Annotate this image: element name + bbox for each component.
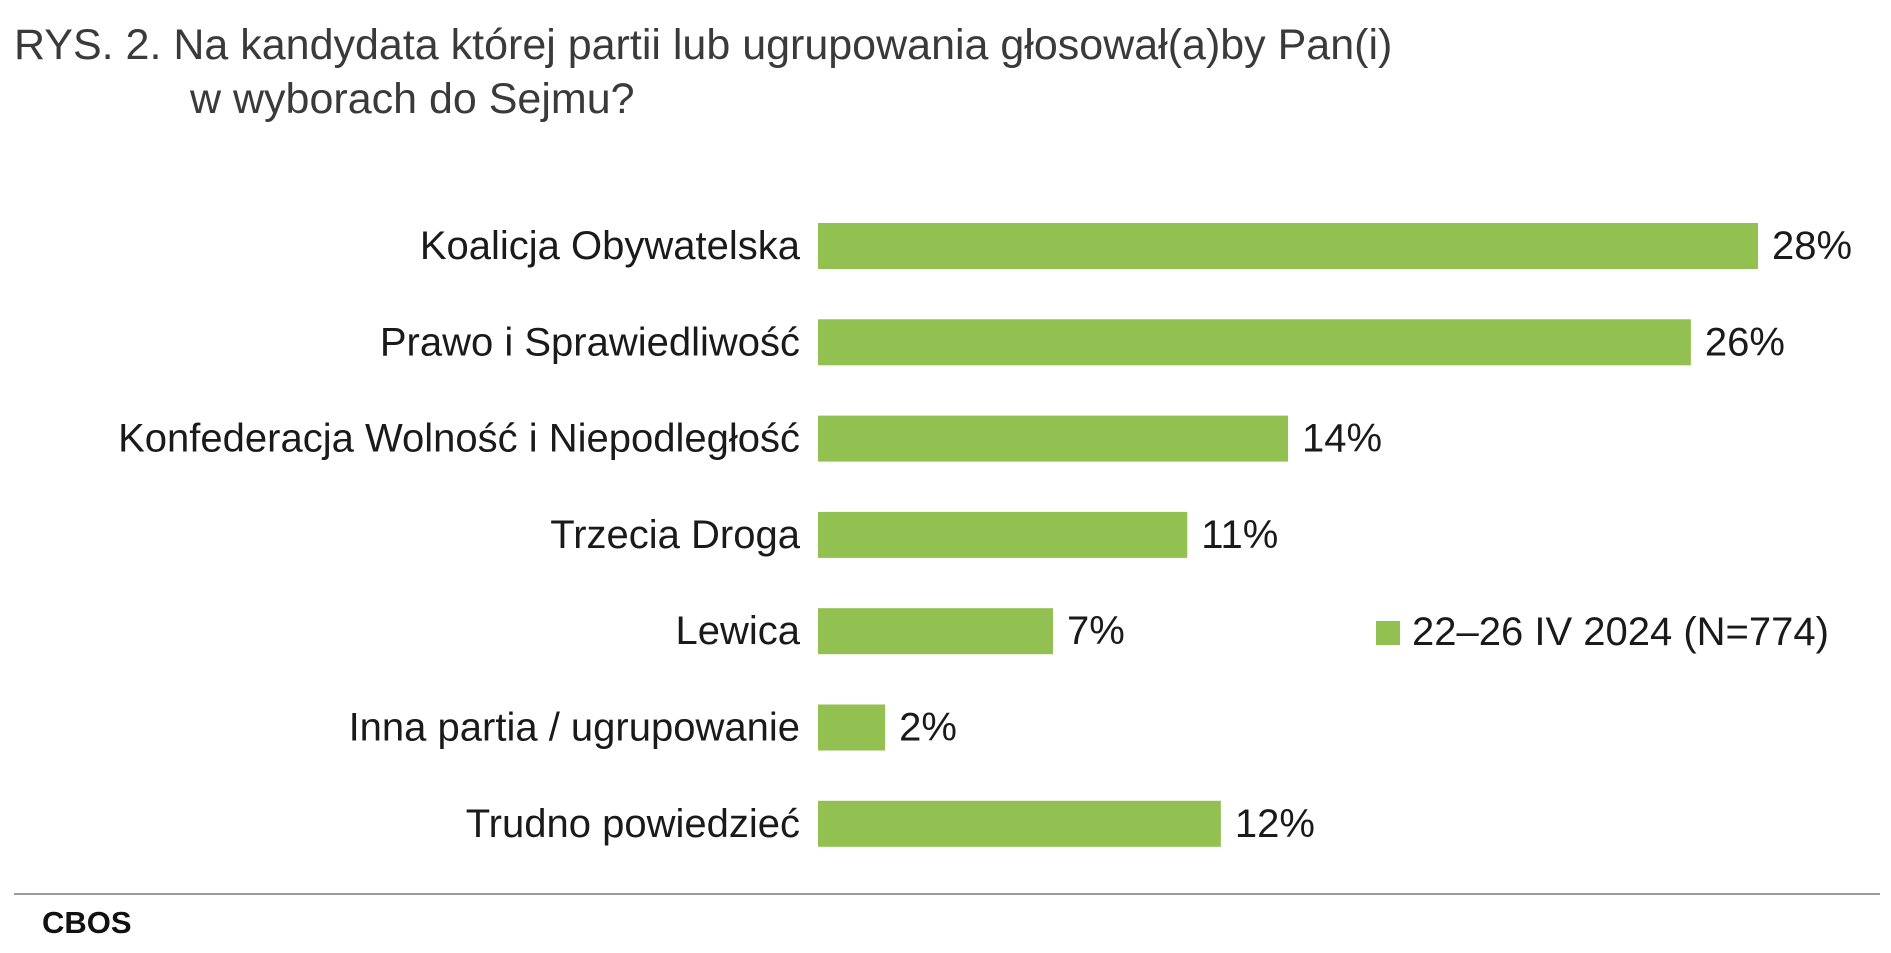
legend: 22–26 IV 2024 (N=774): [1376, 610, 1829, 655]
value-label: 2%: [899, 706, 957, 750]
source-label: CBOS: [42, 905, 132, 940]
category-label: Koalicja Obywatelska: [420, 224, 801, 268]
bar: [818, 319, 1691, 366]
bar: [818, 800, 1221, 847]
bar: [818, 511, 1188, 558]
chart-title-line1: RYS. 2. Na kandydata której partii lub u…: [14, 21, 1393, 69]
value-label: 11%: [1201, 513, 1278, 557]
category-label: Trzecia Droga: [550, 513, 800, 557]
chart-title: RYS. 2. Na kandydata której partii lub u…: [14, 18, 1392, 126]
legend-swatch: [1376, 620, 1400, 645]
value-label: 26%: [1705, 320, 1785, 364]
bar-chart: Koalicja Obywatelska 28% Prawo i Sprawiedl…: [118, 223, 1852, 847]
chart-title-line2: w wyborach do Sejmu?: [190, 75, 635, 123]
value-label: 12%: [1235, 802, 1315, 846]
category-label: Prawo i Sprawiedliwość: [380, 320, 800, 364]
bar: [818, 223, 1758, 269]
category-label: Trudno powiedzieć: [466, 802, 800, 846]
legend-label: 22–26 IV 2024 (N=774): [1412, 610, 1829, 654]
bar: [818, 704, 886, 751]
bar: [818, 608, 1053, 655]
bar: [818, 415, 1288, 462]
category-label: Inna partia / ugrupowanie: [349, 706, 800, 750]
footer-divider: [14, 893, 1880, 895]
value-label: 7%: [1067, 609, 1125, 653]
category-label: Konfederacja Wolność i Niepodległość: [118, 417, 800, 461]
value-label: 28%: [1772, 224, 1852, 268]
category-label: Lewica: [675, 609, 800, 653]
value-label: 14%: [1302, 417, 1382, 461]
